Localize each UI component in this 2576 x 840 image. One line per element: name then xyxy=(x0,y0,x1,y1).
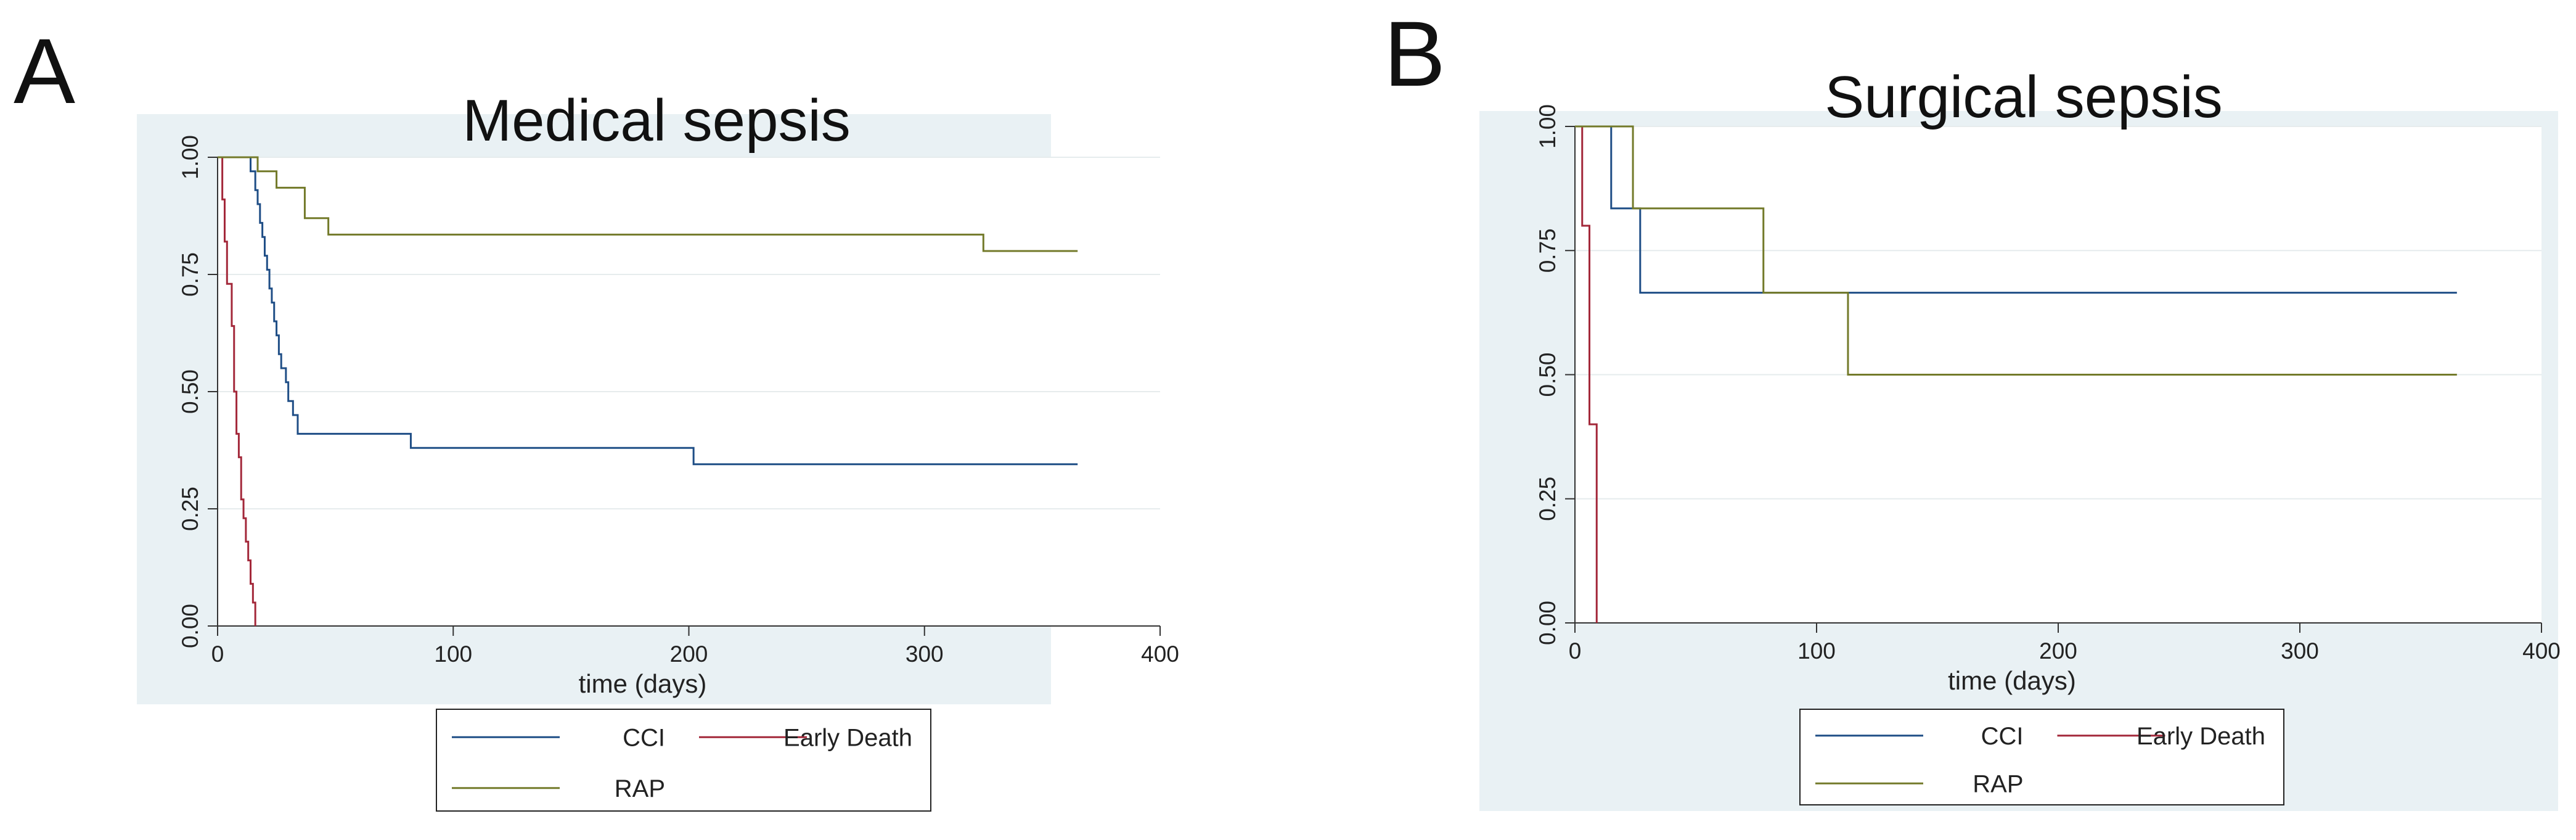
panel-a-label: A xyxy=(14,19,76,123)
legend-box xyxy=(436,709,931,812)
series-line-rap xyxy=(218,156,1078,252)
legend-label-cci: CCI xyxy=(1981,723,2024,750)
chart-title: Medical sepsis xyxy=(462,88,851,154)
y-tick-label: 0.50 xyxy=(178,369,203,414)
x-tick-label: 200 xyxy=(2039,638,2077,664)
x-axis-label: time (days) xyxy=(1948,666,2076,695)
legend-label-cci: CCI xyxy=(623,724,665,751)
legend-label-early-death: Early Death xyxy=(783,724,912,751)
legend-box xyxy=(1799,709,2284,805)
x-tick-label: 100 xyxy=(434,641,472,667)
medical-sepsis-chart: 0.00 0.25 0.50 0.75 1.00 0 100 200 300 400 time (d… xyxy=(137,88,1179,812)
y-tick-label: 0.50 xyxy=(1535,352,1560,397)
series-line-rap xyxy=(1575,125,2457,376)
y-tick-label: 0.75 xyxy=(178,252,203,297)
y-tick-label: 1.00 xyxy=(178,135,203,179)
x-tick-label: 300 xyxy=(2281,638,2319,664)
legend-label-rap: RAP xyxy=(1973,770,2023,797)
x-tick-label: 400 xyxy=(1141,641,1179,667)
y-tick-label: 0.00 xyxy=(1535,601,1560,645)
x-tick-label: 0 xyxy=(211,641,224,667)
y-tick-label: 0.00 xyxy=(178,604,203,648)
x-axis-label: time (days) xyxy=(579,669,707,698)
x-tick-label: 0 xyxy=(1569,638,1582,664)
y-tick-label: 0.75 xyxy=(1535,228,1560,273)
panel-b-label: B xyxy=(1384,2,1446,105)
x-tick-label: 300 xyxy=(906,641,944,667)
series-line-early-death xyxy=(218,156,256,626)
x-tick-label: 100 xyxy=(1797,638,1836,664)
series-line-cci xyxy=(218,156,1078,466)
y-tick-label: 0.25 xyxy=(178,487,203,531)
legend-label-rap: RAP xyxy=(615,775,665,802)
legend-label-early-death: Early Death xyxy=(2136,723,2265,750)
y-tick-label: 0.25 xyxy=(1535,477,1560,521)
x-tick-label: 200 xyxy=(670,641,708,667)
y-tick-label: 1.00 xyxy=(1535,104,1560,149)
chart-title: Surgical sepsis xyxy=(1825,64,2223,130)
x-tick-label: 400 xyxy=(2522,638,2561,664)
